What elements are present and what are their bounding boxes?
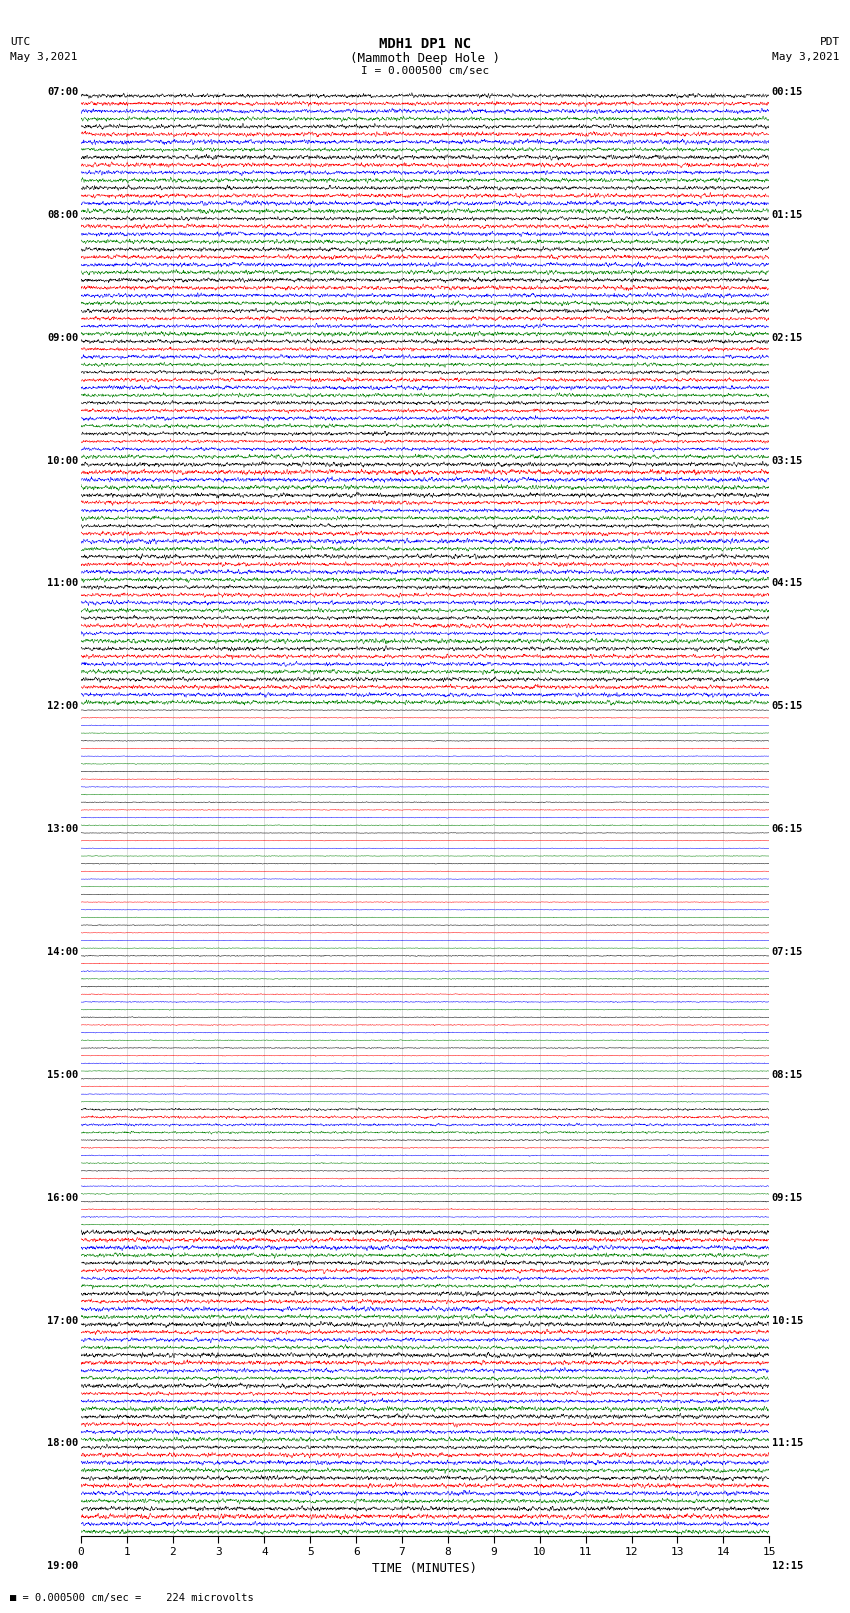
Text: 11:15: 11:15 xyxy=(772,1439,803,1448)
Text: 03:15: 03:15 xyxy=(772,455,803,466)
Text: 15:00: 15:00 xyxy=(47,1069,78,1079)
Text: 08:00: 08:00 xyxy=(47,210,78,219)
Text: 08:15: 08:15 xyxy=(772,1069,803,1079)
Text: 07:00: 07:00 xyxy=(47,87,78,97)
Text: 13:00: 13:00 xyxy=(47,824,78,834)
Text: May 3,2021: May 3,2021 xyxy=(10,52,77,61)
Text: ■ = 0.000500 cm/sec =    224 microvolts: ■ = 0.000500 cm/sec = 224 microvolts xyxy=(10,1594,254,1603)
Text: 09:00: 09:00 xyxy=(47,332,78,342)
Text: 02:15: 02:15 xyxy=(772,332,803,342)
Text: 10:00: 10:00 xyxy=(47,455,78,466)
Text: PDT: PDT xyxy=(819,37,840,47)
Text: 04:15: 04:15 xyxy=(772,579,803,589)
Text: May 3,2021: May 3,2021 xyxy=(773,52,840,61)
Text: 07:15: 07:15 xyxy=(772,947,803,957)
Text: 19:00: 19:00 xyxy=(47,1561,78,1571)
Text: I = 0.000500 cm/sec: I = 0.000500 cm/sec xyxy=(361,66,489,76)
Text: 12:00: 12:00 xyxy=(47,702,78,711)
Text: 10:15: 10:15 xyxy=(772,1316,803,1326)
Text: 14:00: 14:00 xyxy=(47,947,78,957)
Text: 12:15: 12:15 xyxy=(772,1561,803,1571)
Text: 16:00: 16:00 xyxy=(47,1192,78,1203)
Text: 05:15: 05:15 xyxy=(772,702,803,711)
Text: MDH1 DP1 NC: MDH1 DP1 NC xyxy=(379,37,471,52)
Text: UTC: UTC xyxy=(10,37,31,47)
Text: (Mammoth Deep Hole ): (Mammoth Deep Hole ) xyxy=(350,52,500,65)
X-axis label: TIME (MINUTES): TIME (MINUTES) xyxy=(372,1561,478,1574)
Text: 01:15: 01:15 xyxy=(772,210,803,219)
Text: 17:00: 17:00 xyxy=(47,1316,78,1326)
Text: 06:15: 06:15 xyxy=(772,824,803,834)
Text: 11:00: 11:00 xyxy=(47,579,78,589)
Text: 09:15: 09:15 xyxy=(772,1192,803,1203)
Text: 18:00: 18:00 xyxy=(47,1439,78,1448)
Text: 00:15: 00:15 xyxy=(772,87,803,97)
